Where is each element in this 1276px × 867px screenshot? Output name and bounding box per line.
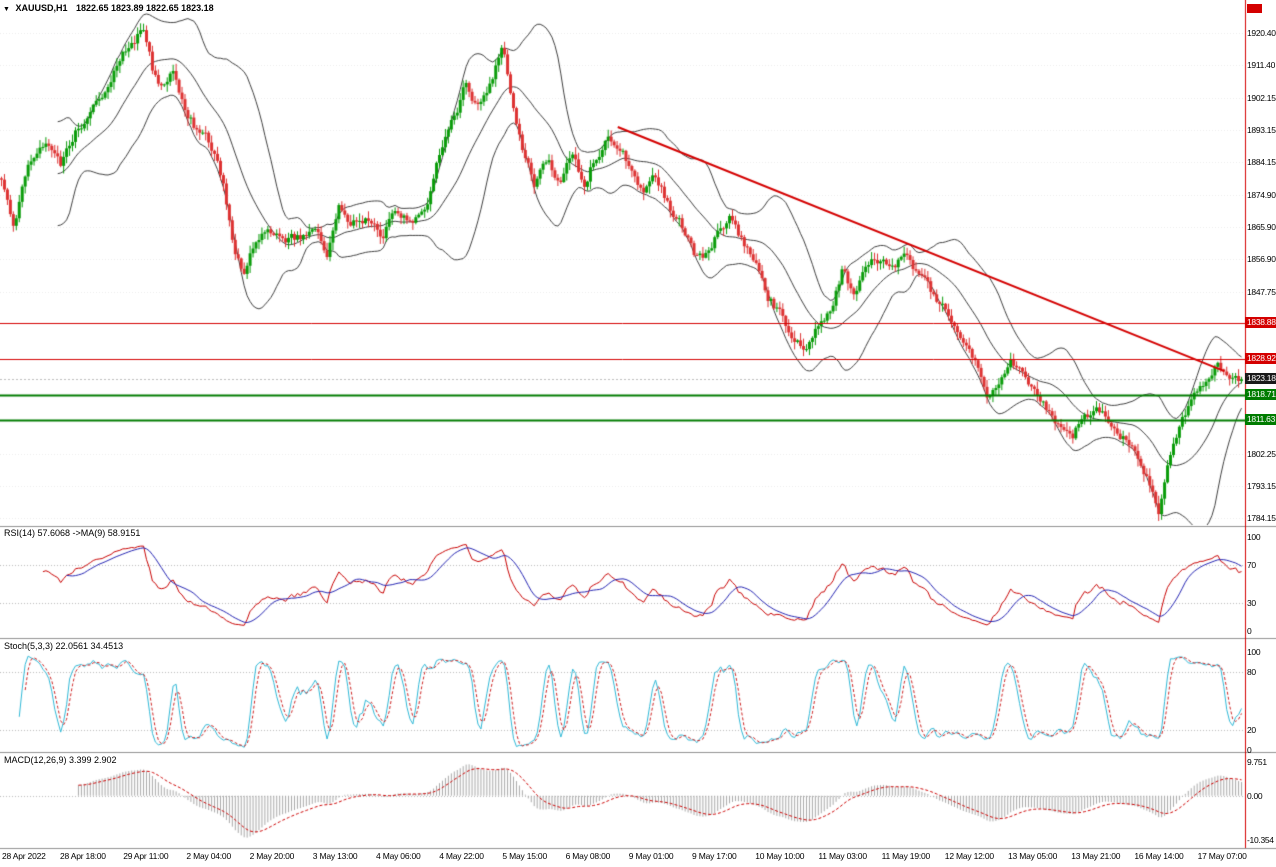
resistance-price-badge: 1828.92 (1245, 353, 1276, 364)
price-axis-label: 1802.25 (1247, 449, 1276, 459)
time-axis[interactable]: 28 Apr 2022 28 Apr 18:00 29 Apr 11:00 2 May… (0, 849, 1276, 867)
price-axis-label: 1784.15 (1247, 513, 1276, 523)
time-axis-label: 29 Apr 11:00 (123, 851, 169, 861)
time-axis-label: 16 May 14:00 (1134, 851, 1184, 861)
chart-title: ▼ XAUUSD,H1 1822.65 1823.89 1822.65 1823… (3, 3, 214, 13)
rsi-scale-label: 30 (1247, 598, 1256, 608)
time-axis-label: 12 May 12:00 (944, 851, 994, 861)
stoch-scale-label: 100 (1247, 647, 1261, 657)
support-price-badge: 1811.63 (1245, 414, 1276, 425)
time-axis-label: 13 May 21:00 (1071, 851, 1121, 861)
stoch-scale-label: 0 (1247, 745, 1252, 755)
time-axis-label: 3 May 13:00 (312, 851, 358, 861)
price-axis-label: 1911.40 (1247, 60, 1275, 70)
price-axis[interactable]: 1920.40 1911.40 1902.15 1893.15 1884.15 1874.… (1245, 0, 1276, 848)
time-axis-label: 10 May 10:00 (755, 851, 805, 861)
price-axis-label: 1902.15 (1247, 93, 1276, 103)
price-axis-label: 1856.90 (1247, 254, 1276, 264)
time-axis-label: 11 May 19:00 (881, 851, 931, 861)
time-axis-label: 4 May 22:00 (439, 851, 484, 861)
time-axis-label: 9 May 01:00 (628, 851, 674, 861)
macd-scale-label: -10.354 (1247, 835, 1274, 845)
rsi-scale-label: 100 (1247, 532, 1261, 542)
time-axis-label: 2 May 04:00 (186, 851, 231, 861)
price-axis-label: 1874.90 (1247, 190, 1276, 200)
symbol-dropdown-icon[interactable]: ▼ (3, 6, 10, 13)
macd-scale-label: 0.00 (1247, 791, 1263, 801)
support-price-badge: 1818.71 (1245, 389, 1276, 400)
macd-indicator-label: MACD(12,26,9) 3.399 2.902 (4, 755, 117, 765)
stoch-scale-label: 80 (1247, 667, 1256, 677)
rsi-scale-label: 0 (1247, 626, 1252, 636)
time-axis-label: 9 May 17:00 (692, 851, 737, 861)
time-axis-label: 2 May 20:00 (249, 851, 295, 861)
stoch-scale-label: 20 (1247, 725, 1256, 735)
rsi-scale-label: 70 (1247, 560, 1256, 570)
time-axis-label: 28 Apr 2022 (2, 851, 46, 861)
ohlc-values: 1822.65 1823.89 1822.65 1823.18 (75, 3, 214, 13)
price-axis-label: 1847.75 (1247, 287, 1276, 297)
time-axis-label: 5 May 15:00 (502, 851, 547, 861)
price-axis-label: 1920.40 (1247, 28, 1276, 38)
macd-scale-label: 9.751 (1247, 757, 1267, 767)
rsi-indicator-label: RSI(14) 57.6068 ->MA(9) 58.9151 (4, 528, 141, 538)
resistance-price-badge: 1838.88 (1245, 317, 1276, 328)
price-axis-label: 1793.15 (1247, 481, 1276, 491)
axis-top-marker (1247, 4, 1262, 13)
symbol-period: XAUUSD,H1 (15, 3, 68, 13)
time-axis-label: 4 May 06:00 (376, 851, 421, 861)
time-axis-label: 28 Apr 18:00 (60, 851, 106, 861)
time-axis-label: 6 May 08:00 (565, 851, 611, 861)
price-axis-label: 1865.90 (1247, 222, 1276, 232)
current-price-badge: 1823.18 (1245, 373, 1276, 384)
time-axis-label: 13 May 05:00 (1008, 851, 1058, 861)
time-axis-label: 17 May 07:00 (1197, 851, 1247, 861)
price-axis-label: 1884.15 (1247, 157, 1276, 167)
stoch-indicator-label: Stoch(5,3,3) 22.0561 34.4513 (4, 641, 124, 651)
time-axis-label: 11 May 03:00 (818, 851, 867, 861)
price-axis-label: 1893.15 (1247, 125, 1276, 135)
